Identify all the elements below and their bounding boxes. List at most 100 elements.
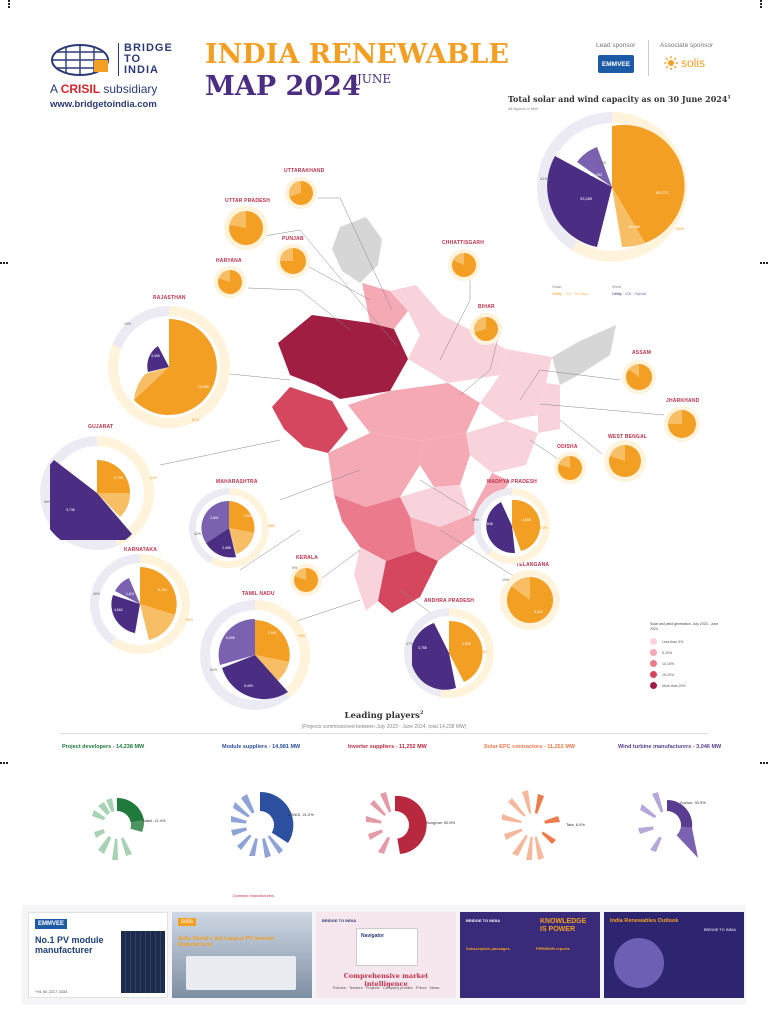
- ad-outlook[interactable]: India Renewables Outlook BRIDGE TO INDIA: [604, 912, 744, 998]
- state-pct-label: 10%: [502, 578, 510, 582]
- leading-players-title: Leading players2: [0, 710, 768, 721]
- state-value-label: 2,846: [484, 522, 493, 526]
- solar-rooftop-slice: [229, 528, 254, 554]
- website-link[interactable]: www.bridgetoindia.com: [50, 99, 157, 110]
- state-value-label: 2,995: [462, 642, 471, 646]
- ad-brand: BRIDGE TO INDIA: [704, 928, 736, 932]
- radial-chart-developers: [92, 797, 145, 860]
- state-pie-kerala: [294, 568, 318, 592]
- ad-navigator[interactable]: BRIDGE TO INDIA Navigator Comprehensive …: [316, 912, 456, 998]
- state-pie-odisha: [558, 456, 582, 480]
- india-map: [272, 217, 616, 613]
- state-value-label: 4,662: [114, 608, 123, 612]
- solar-slice: [140, 567, 177, 615]
- page-title-month: JUNE: [357, 72, 392, 86]
- state-pie-west-bengal: [609, 445, 641, 477]
- solar-slice: [255, 620, 290, 662]
- brand-line: TO: [124, 53, 142, 65]
- solar-slice: [134, 319, 217, 415]
- map-region-west-bengal: [538, 383, 560, 433]
- legend-item: Less than 5%: [650, 638, 720, 645]
- solar-rooftop-slice: [134, 367, 169, 400]
- map-region-rajasthan: [278, 315, 408, 399]
- ad-headline: No.1 PV module manufacturer: [35, 935, 104, 955]
- state-pct-label: 60%: [186, 618, 194, 622]
- state-value-label: 2,488: [222, 546, 231, 550]
- crisil-brand: CRISIL: [60, 82, 101, 96]
- solar-rooftop-slice: [612, 187, 645, 248]
- state-value-label: 3,611: [244, 514, 253, 518]
- ad-emmvee[interactable]: EMMVEE No.1 PV module manufacturer +91 8…: [28, 912, 168, 998]
- top-player-label: LONGi, 21.2%: [288, 812, 314, 817]
- solar-rooftop-slice: [140, 604, 175, 640]
- subsidiary-suffix: subsidiary: [103, 82, 158, 96]
- state-label-maharashtra: MAHARASHTRA: [216, 479, 258, 485]
- ad-brand: EMMVEE: [35, 919, 68, 929]
- crop-mark: [0, 0, 10, 8]
- state-pie-andhra-pradesh: [412, 620, 483, 690]
- brand-line: BRIDGE: [124, 42, 173, 54]
- state-pie-assam: [626, 364, 652, 390]
- solar-slice: [97, 460, 130, 493]
- state-pct-label: 81%: [192, 418, 200, 422]
- solar-panel-image: [121, 931, 165, 993]
- ad-headline: India Renewables Outlook: [610, 918, 679, 924]
- leading-players-title-text: Leading players: [344, 710, 420, 721]
- emmvee-logo: EMMVEE: [598, 55, 634, 73]
- state-label-odisha: ODISHA: [557, 444, 578, 450]
- ad-subheading: PREMIUM reports: [536, 946, 570, 951]
- radial-chart-modules: [231, 791, 294, 858]
- legend-item-label: More than 20%: [662, 683, 686, 688]
- category-title-epc: Solar EPC contractors - 11,252 MW: [484, 744, 576, 750]
- total-capacity-legend-solar: Solar Utility · GA · Rooftop: [552, 284, 589, 296]
- solar-utility-slice: [612, 124, 685, 243]
- state-value-label: 9,705: [114, 476, 123, 480]
- legend-label: GA: [565, 291, 571, 296]
- state-label-assam: ASSAM: [632, 350, 652, 356]
- ad-solis[interactable]: solis Solis World's 3rd Largest PV Inver…: [172, 912, 312, 998]
- slice-value: 15,880: [628, 224, 641, 229]
- state-pct-label: 61%: [210, 668, 218, 672]
- outer-pct-label: 41%: [540, 176, 549, 181]
- ad-knowledge[interactable]: BRIDGE TO INDIA KNOWLEDGE IS POWER Subsc…: [460, 912, 600, 998]
- state-pie-punjab: [280, 248, 306, 274]
- slice-value: 2,553: [596, 160, 607, 165]
- wind-hybrid-slice: [115, 578, 140, 604]
- state-pie-rajasthan: [134, 319, 217, 415]
- slice-value: 85,273: [656, 190, 669, 195]
- state-pct-label: 44%: [150, 476, 158, 480]
- category-title-developers: Project developers - 14,238 MW: [62, 744, 145, 750]
- map-region-tamil-nadu: [378, 551, 438, 613]
- state-value-label: 5,555: [226, 636, 235, 640]
- crop-mark: [760, 762, 768, 772]
- map-region-northeast: [552, 325, 616, 385]
- state-value-label: 19,468: [198, 385, 209, 389]
- state-label-rajasthan: RAJASTHAN: [153, 295, 186, 301]
- solar-slice: [229, 501, 255, 533]
- state-pie-tamil-nadu: [218, 618, 290, 700]
- map-region-punjab-haryana: [362, 283, 408, 329]
- legend-label: Hybrid: [634, 291, 647, 296]
- legend-item-label: Less than 5%: [662, 639, 684, 644]
- map-region-kerala: [354, 547, 386, 611]
- state-label-telangana: TELANGANA: [516, 562, 550, 568]
- ad-phone: +91 80 2217 3333: [35, 989, 68, 994]
- india-outline-image: [614, 938, 664, 988]
- state-label-andhra-pradesh: ANDHRA PRADESH: [424, 598, 475, 604]
- wind-hybrid-slice: [218, 618, 255, 665]
- state-pie-uttar-pradesh: [229, 211, 263, 245]
- legend-item-label: 15-20%: [662, 672, 675, 677]
- legend-item: 15-20%: [650, 671, 720, 678]
- ad-subheading: Subscription packages: [466, 946, 510, 951]
- radial-chart-wind-turbines: [638, 792, 698, 858]
- map-region-uttarakhand: [390, 285, 442, 335]
- state-pie-telangana: [507, 577, 553, 623]
- map-region-uttar-pradesh: [408, 315, 506, 383]
- state-pct-label: 47%: [406, 642, 414, 646]
- state-value-label: 3,788: [418, 646, 427, 650]
- wind-slice: [50, 460, 132, 540]
- state-label-uttar-pradesh: UTTAR PRADESH: [225, 198, 271, 204]
- legend-label: Utility: [612, 291, 622, 296]
- page-title-line1: INDIA RENEWABLE: [205, 39, 509, 70]
- state-pie-bihar: [474, 317, 498, 341]
